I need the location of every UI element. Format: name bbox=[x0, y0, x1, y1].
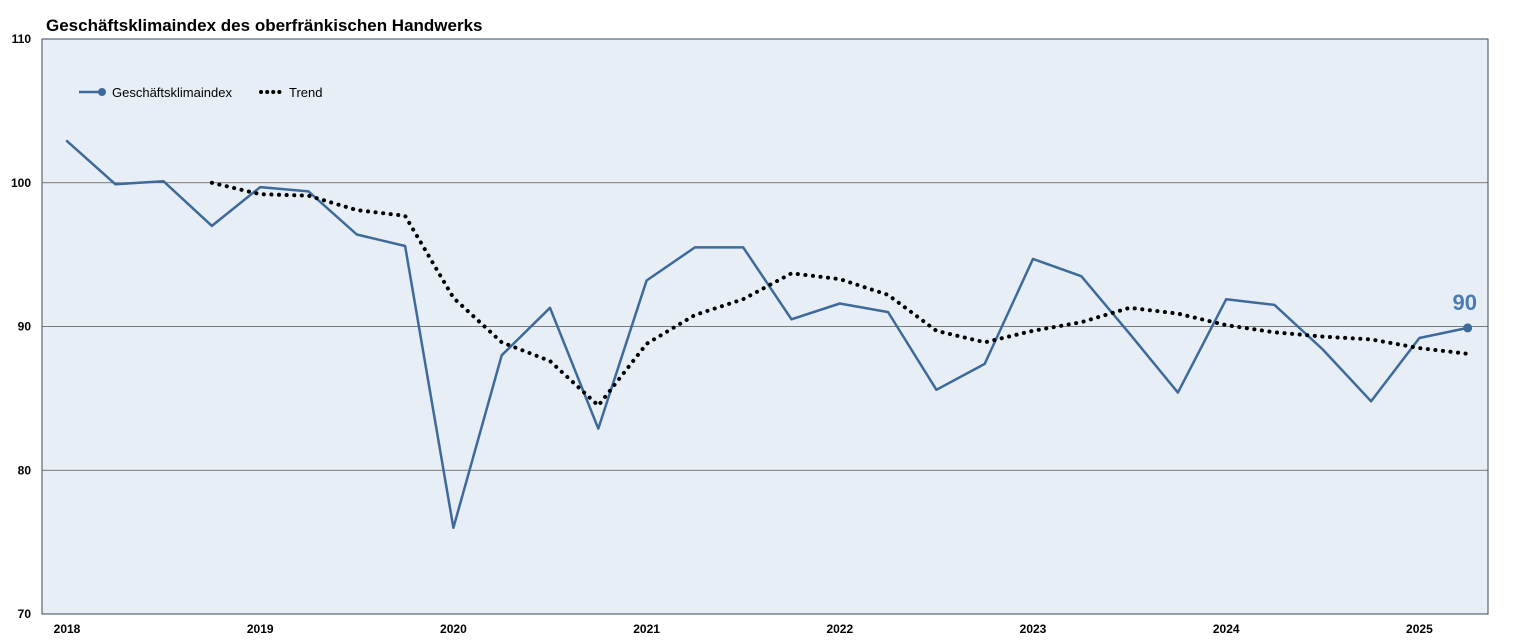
x-tick-label-2021: 2021 bbox=[633, 622, 660, 636]
series bbox=[65, 139, 1473, 530]
legend-label-geschaeftsklimaindex: Geschäftsklimaindex bbox=[112, 85, 232, 100]
y-axis-ticks: 70 80 90 100 110 bbox=[11, 32, 31, 621]
chart-title: Geschäftsklimaindex des oberfränkischen … bbox=[46, 16, 483, 35]
legend: Geschäftsklimaindex Trend bbox=[79, 85, 322, 100]
legend-marker-geschaeftsklimaindex bbox=[98, 88, 106, 96]
legend-label-trend: Trend bbox=[289, 85, 322, 100]
y-tick-label-90: 90 bbox=[18, 320, 32, 334]
x-tick-label-2025: 2025 bbox=[1406, 622, 1433, 636]
x-tick-label-2022: 2022 bbox=[826, 622, 853, 636]
annotations: 90 bbox=[1452, 290, 1476, 315]
x-tick-label-2018: 2018 bbox=[54, 622, 81, 636]
x-tick-label-2020: 2020 bbox=[440, 622, 467, 636]
x-tick-label-2019: 2019 bbox=[247, 622, 274, 636]
y-tick-label-110: 110 bbox=[12, 32, 32, 46]
x-tick-label-2024: 2024 bbox=[1213, 622, 1240, 636]
last-value-label: 90 bbox=[1452, 290, 1476, 315]
x-tick-label-2023: 2023 bbox=[1020, 622, 1047, 636]
series-line-trend bbox=[209, 180, 1470, 408]
x-axis-ticks: 2018 2019 2020 2021 2022 2023 2024 2025 bbox=[54, 622, 1433, 636]
y-tick-label-100: 100 bbox=[11, 176, 31, 190]
series-line-geschaeftsklimaindex bbox=[65, 139, 1469, 530]
end-marker-geschaeftsklimaindex bbox=[1463, 323, 1473, 333]
y-tick-label-80: 80 bbox=[18, 463, 32, 477]
y-tick-label-70: 70 bbox=[18, 607, 32, 621]
